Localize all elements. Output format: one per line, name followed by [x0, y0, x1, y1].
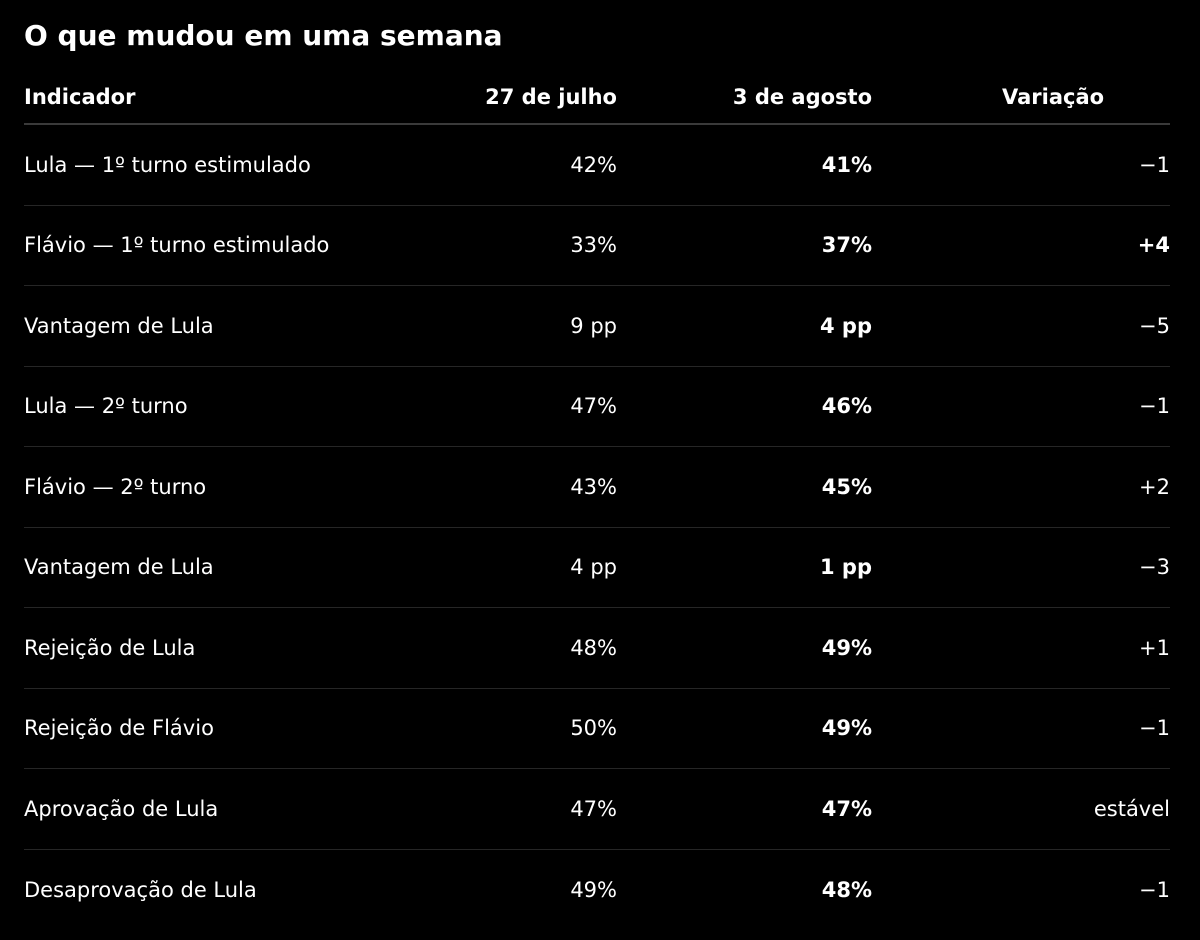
table-row: Flávio — 2º turno 43% 45% +2: [24, 447, 1170, 528]
august-3-value: 49%: [821, 635, 872, 660]
august-3-value: 49%: [821, 716, 872, 741]
indicator-cell: Lula — 1º turno estimulado: [24, 152, 311, 177]
indicator-cell: Rejeição de Flávio: [24, 716, 214, 741]
august-3-value: 1 pp: [820, 555, 872, 580]
table-row: Vantagem de Lula 9 pp 4 pp −5: [24, 286, 1170, 367]
table-row: Lula — 2º turno 47% 46% −1: [24, 367, 1170, 447]
august-3-value: 48%: [821, 877, 872, 902]
table-row: Flávio — 1º turno estimulado 33% 37% +4: [24, 206, 1170, 286]
change-value: −1: [1139, 394, 1170, 419]
july-27-value: 9 pp: [570, 313, 617, 338]
indicator-cell: Flávio — 2º turno: [24, 474, 207, 499]
august-3-value: 37%: [821, 233, 872, 258]
august-3-value: 4 pp: [820, 313, 872, 338]
indicator-cell: Flávio — 1º turno estimulado: [24, 233, 330, 258]
change-value: −5: [1139, 313, 1170, 338]
table-row: Rejeição de Lula 48% 49% +1: [24, 608, 1170, 689]
change-value: +4: [1137, 233, 1170, 258]
july-27-value: 48%: [570, 635, 617, 660]
table-row: Lula — 1º turno estimulado 42% 41% −1: [24, 125, 1170, 206]
indicator-cell: Desaprovação de Lula: [24, 877, 257, 902]
change-value: +2: [1139, 474, 1170, 499]
change-value: −1: [1139, 877, 1170, 902]
table-row: Vantagem de Lula 4 pp 1 pp −3: [24, 528, 1170, 608]
indicator-cell: Lula — 2º turno: [24, 394, 188, 419]
indicator-cell: Aprovação de Lula: [24, 796, 219, 821]
july-27-value: 47%: [570, 796, 617, 821]
indicator-cell: Vantagem de Lula: [24, 313, 214, 338]
july-27-value: 33%: [570, 233, 617, 258]
indicator-cell: Vantagem de Lula: [24, 555, 214, 580]
header-august-3: 3 de agosto: [732, 84, 872, 109]
july-27-value: 47%: [570, 394, 617, 419]
header-change: Variação: [1002, 84, 1105, 109]
change-value: +1: [1139, 635, 1170, 660]
july-27-value: 43%: [570, 474, 617, 499]
change-value: −3: [1139, 555, 1170, 580]
header-indicator: Indicador: [24, 84, 136, 109]
change-value: −1: [1139, 716, 1170, 741]
july-27-value: 42%: [570, 152, 617, 177]
august-3-value: 47%: [821, 796, 872, 821]
table-row: Desaprovação de Lula 49% 48% −1: [24, 850, 1170, 931]
table-row: Rejeição de Flávio 50% 49% −1: [24, 689, 1170, 769]
comparison-table: Indicador 27 de julho 3 de agosto Variaç…: [24, 70, 1170, 930]
change-value: −1: [1139, 152, 1170, 177]
july-27-value: 4 pp: [570, 555, 617, 580]
table-header-row: Indicador 27 de julho 3 de agosto Variaç…: [24, 70, 1170, 125]
indicator-cell: Rejeição de Lula: [24, 635, 196, 660]
page-title: O que mudou em uma semana: [24, 19, 503, 52]
july-27-value: 50%: [570, 716, 617, 741]
august-3-value: 46%: [821, 394, 872, 419]
august-3-value: 41%: [821, 152, 872, 177]
table-row: Aprovação de Lula 47% 47% estável: [24, 769, 1170, 850]
change-value: estável: [1093, 796, 1170, 821]
july-27-value: 49%: [570, 877, 617, 902]
august-3-value: 45%: [821, 474, 872, 499]
header-july-27: 27 de julho: [485, 84, 617, 109]
